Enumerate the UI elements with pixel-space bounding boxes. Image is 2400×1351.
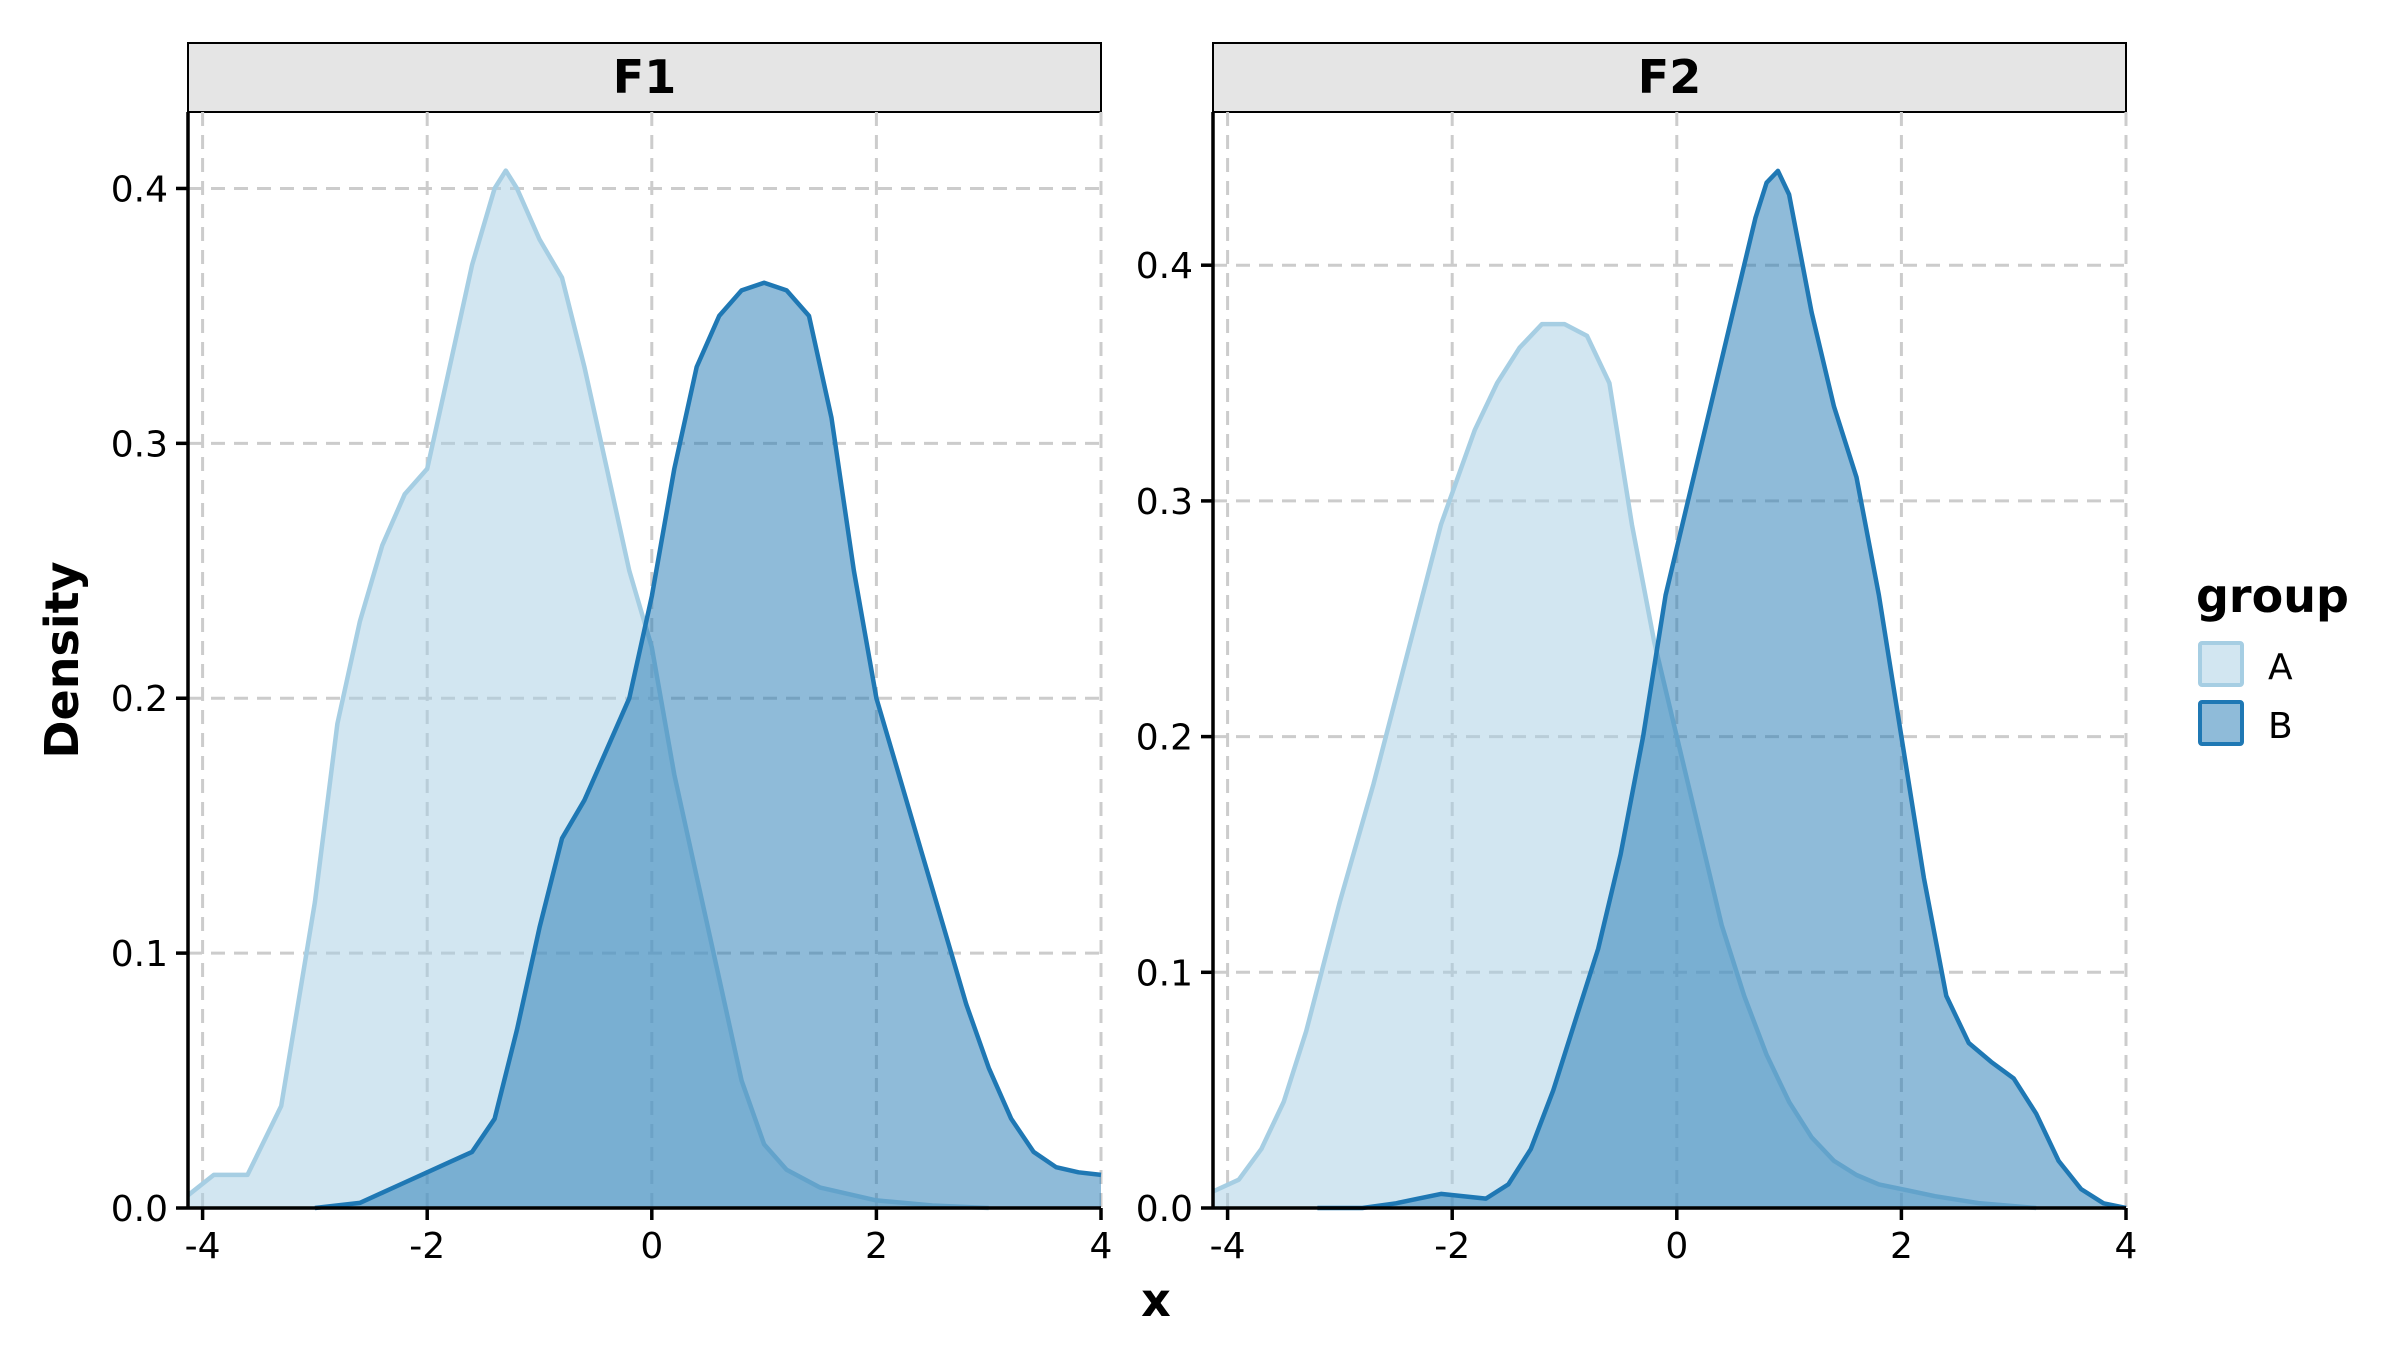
legend: group A B (2196, 569, 2349, 747)
density-area-f1-b (314, 282, 1101, 1208)
axes-f1: -4 -2 0 2 4 0.0 0.1 0.2 0.3 0.4 (111, 112, 1113, 1267)
density-area-f2-a (1213, 324, 2037, 1209)
x-tick-label-f2-1: -2 (1434, 1226, 1470, 1267)
density-area-f2-b (1317, 170, 2126, 1208)
y-tick-label-f1-3: 0.3 (111, 424, 168, 465)
strip-f2-background (1212, 42, 2127, 113)
x-tick-label-f2-3: 2 (1890, 1226, 1913, 1267)
y-tick-label-f1-4: 0.4 (111, 169, 168, 210)
x-axis-title: x (1141, 1273, 1171, 1327)
density-line-f1-b (314, 280, 1102, 1211)
density-area-f1-a (188, 170, 989, 1209)
y-tick-label-f1-1: 0.1 (111, 934, 168, 975)
y-tick-label-f1-0: 0.0 (111, 1189, 168, 1230)
x-tick-label-f2-4: 4 (2115, 1226, 2138, 1267)
y-tick-label-f2-3: 0.3 (1136, 482, 1193, 523)
y-tick-label-f2-4: 0.4 (1136, 246, 1193, 287)
strip-f1-background (187, 42, 1102, 113)
y-tick-label-f2-0: 0.0 (1136, 1189, 1193, 1230)
legend-key-b (2198, 700, 2244, 746)
density-areas-f2 (1212, 168, 2127, 1211)
y-tick-label-f1-2: 0.2 (111, 679, 168, 720)
x-tick-label-f2-0: -4 (1210, 1226, 1246, 1267)
x-tick-label-f1-1: -2 (409, 1226, 445, 1267)
x-tick-label-f1-0: -4 (185, 1226, 221, 1267)
y-tick-label-f2-1: 0.1 (1136, 953, 1193, 994)
panel-f2: F2 -4 -2 0 2 4 0.0 0.1 0.2 0.3 0.4 (1136, 42, 2138, 1267)
y-axis-title: Density (35, 561, 89, 758)
x-tick-label-f1-3: 2 (865, 1226, 888, 1267)
x-tick-label-f1-2: 0 (640, 1226, 663, 1267)
x-tick-label-f2-2: 0 (1665, 1226, 1688, 1267)
strip-label-f1: F1 (613, 50, 676, 104)
legend-label-a: A (2268, 647, 2293, 688)
legend-title: group (2196, 569, 2349, 623)
panel-f1: F1 -4 -2 0 2 4 0.0 0.1 0.2 0.3 0.4 (111, 42, 1113, 1267)
legend-label-b: B (2268, 706, 2293, 747)
density-areas-f1 (186, 168, 1102, 1211)
legend-key-a (2198, 641, 2244, 687)
y-tick-label-f2-2: 0.2 (1136, 718, 1193, 759)
axes-f2: -4 -2 0 2 4 0.0 0.1 0.2 0.3 0.4 (1136, 112, 2138, 1267)
strip-label-f2: F2 (1638, 50, 1701, 104)
x-tick-label-f1-4: 4 (1090, 1226, 1113, 1267)
density-line-f2-b (1317, 168, 2127, 1211)
